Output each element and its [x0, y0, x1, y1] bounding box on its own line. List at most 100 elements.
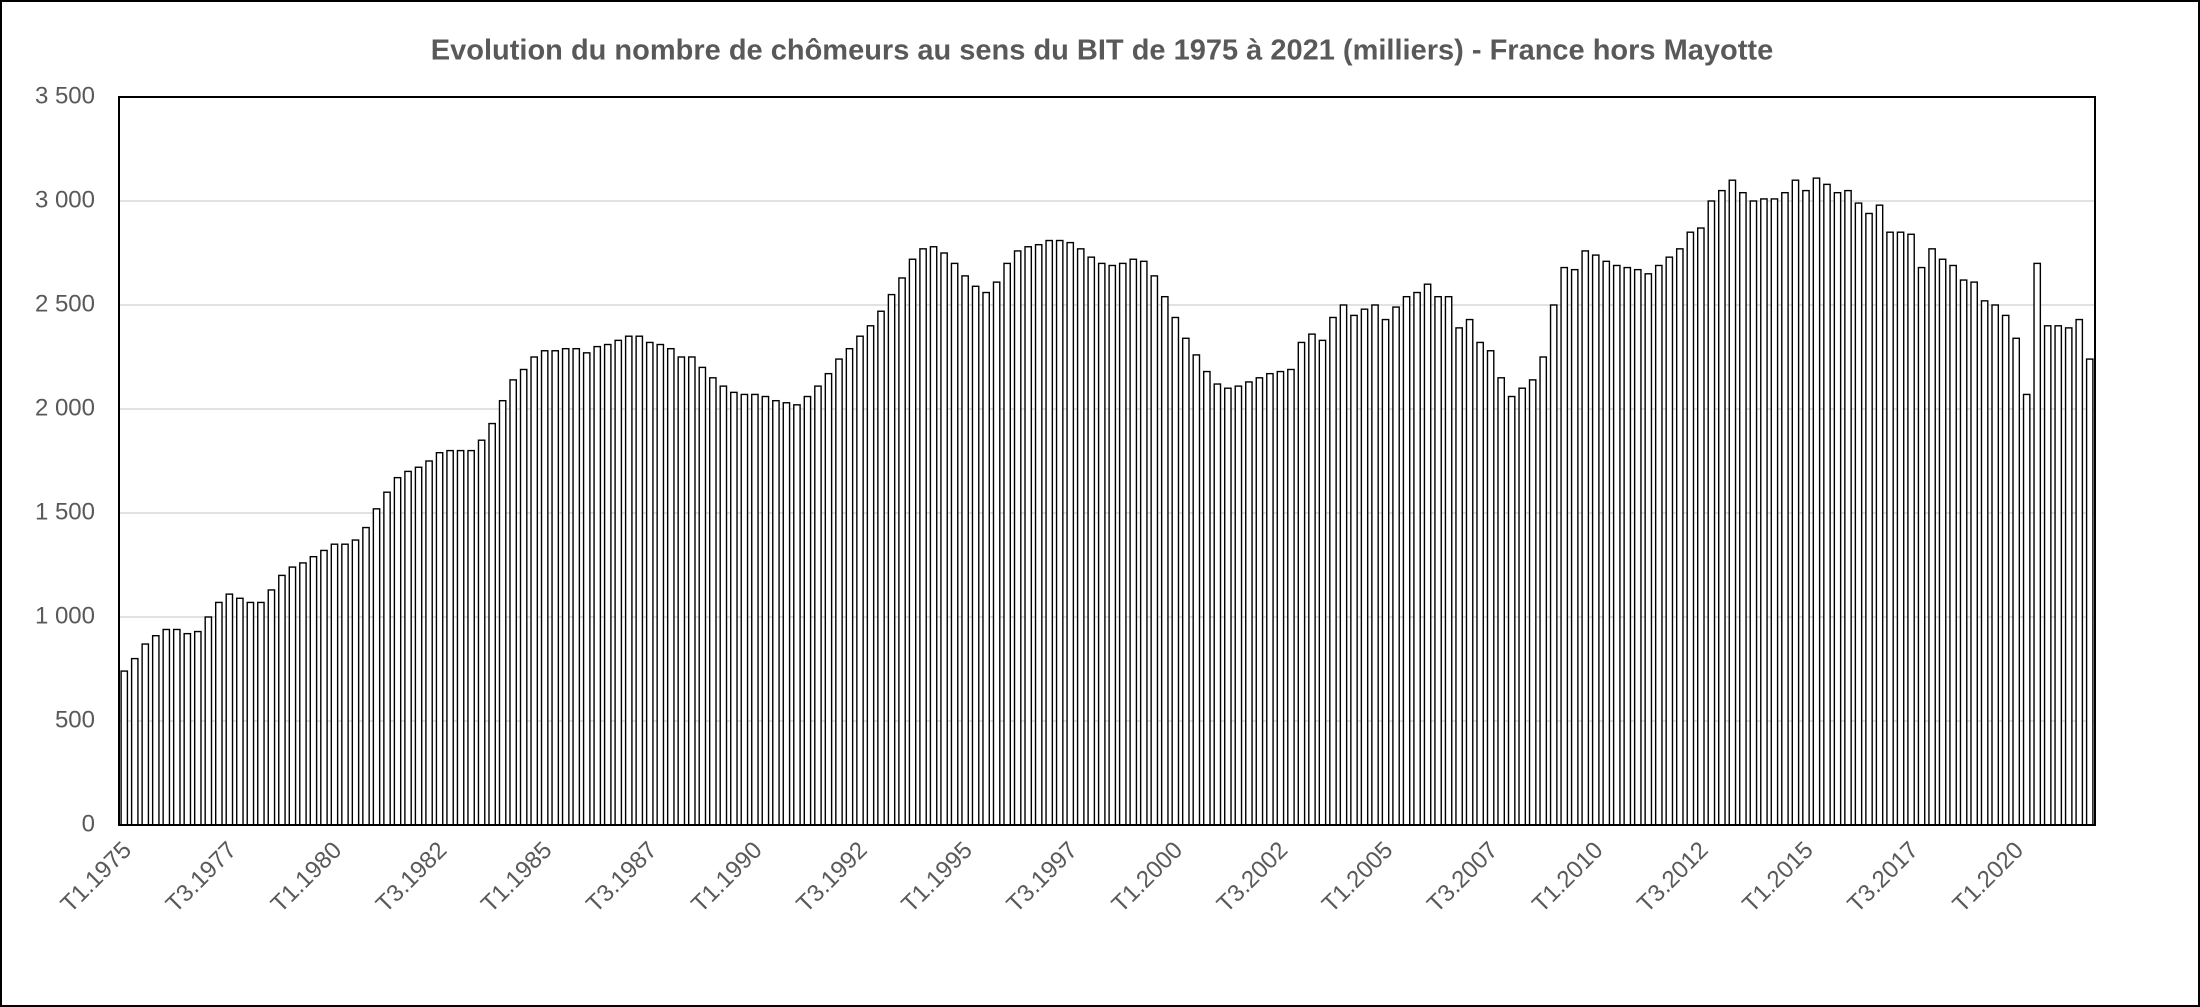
- bar: [299, 562, 307, 826]
- bar: [540, 350, 549, 826]
- bar: [593, 345, 602, 826]
- bar: [193, 630, 202, 826]
- bar: [1402, 295, 1411, 826]
- bar: [1171, 316, 1180, 826]
- bar: [1308, 333, 1316, 826]
- bar: [1749, 200, 1758, 826]
- bar: [2022, 393, 2031, 826]
- bar: [1486, 350, 1495, 826]
- bar: [1959, 279, 1968, 826]
- bar: [982, 291, 990, 826]
- bar: [151, 635, 160, 826]
- bar: [551, 350, 560, 826]
- bar: [530, 356, 539, 826]
- bar: [1949, 264, 1957, 826]
- bar: [645, 341, 654, 826]
- bar: [1213, 383, 1222, 826]
- bar: [1812, 177, 1821, 826]
- bar: [1865, 212, 1873, 826]
- bar: [477, 439, 486, 826]
- bar: [225, 593, 234, 826]
- bar: [877, 310, 885, 826]
- bar: [793, 404, 801, 826]
- bar: [309, 555, 318, 826]
- bar: [1770, 198, 1779, 826]
- bar: [1760, 198, 1768, 826]
- bar: [614, 339, 623, 826]
- bar: [887, 293, 896, 826]
- bar: [845, 347, 854, 826]
- bar: [2001, 314, 2010, 826]
- bar: [1476, 341, 1484, 826]
- bar: [509, 379, 518, 826]
- bar: [1570, 268, 1579, 826]
- bar: [1518, 387, 1527, 826]
- y-tick-label: 2 500: [35, 290, 95, 317]
- bar: [1066, 241, 1075, 826]
- bar: [1991, 304, 2000, 826]
- bar: [1718, 189, 1726, 826]
- bar: [1266, 372, 1274, 826]
- bar: [1791, 179, 1800, 826]
- bar: [1707, 200, 1716, 826]
- bar: [1854, 202, 1863, 826]
- bar: [1202, 370, 1211, 826]
- bar: [519, 368, 528, 826]
- bar: [582, 352, 591, 826]
- bar: [677, 356, 686, 826]
- bar: [687, 356, 696, 826]
- bar: [1045, 239, 1054, 826]
- y-tick-label: 1 000: [35, 602, 95, 629]
- bar: [1528, 379, 1537, 826]
- bar: [1560, 266, 1569, 826]
- bar: [866, 325, 875, 826]
- bar: [814, 385, 822, 826]
- bar: [1938, 258, 1947, 826]
- bar: [446, 449, 454, 826]
- bar: [2054, 325, 2063, 826]
- bar: [740, 393, 749, 826]
- bar: [456, 449, 465, 826]
- bar: [435, 451, 444, 826]
- bar: [624, 335, 633, 826]
- bar: [1591, 254, 1600, 826]
- bar: [1192, 354, 1201, 826]
- bar: [1696, 227, 1705, 826]
- bar: [719, 385, 728, 826]
- bar: [404, 470, 412, 826]
- bar: [1329, 316, 1337, 826]
- bar: [1444, 295, 1453, 826]
- bar: [236, 597, 244, 826]
- bar: [467, 449, 475, 826]
- bar: [572, 347, 581, 826]
- bar: [341, 543, 349, 826]
- bar: [183, 632, 192, 826]
- y-tick-label: 1 500: [35, 498, 95, 525]
- bar: [141, 643, 150, 826]
- bar: [246, 601, 255, 826]
- bar: [2075, 318, 2084, 826]
- bar: [1234, 385, 1243, 826]
- bar: [1686, 231, 1695, 826]
- bar: [1455, 327, 1463, 826]
- bar: [2012, 337, 2021, 826]
- bar: [1980, 300, 1989, 826]
- bar: [929, 246, 938, 826]
- bar: [1013, 250, 1022, 826]
- bar: [1139, 260, 1148, 826]
- bar: [1644, 273, 1653, 826]
- bar: [1654, 264, 1663, 826]
- bar: [1875, 204, 1884, 826]
- bar: [656, 343, 665, 826]
- bar: [1507, 395, 1516, 826]
- bar: [1434, 295, 1442, 826]
- bar: [898, 277, 906, 826]
- bar: [1886, 231, 1894, 826]
- bar: [1928, 248, 1936, 826]
- bar: [824, 372, 833, 826]
- bar: [488, 422, 496, 826]
- bar: [2064, 327, 2073, 826]
- bar: [1802, 189, 1810, 826]
- bar: [1129, 258, 1138, 826]
